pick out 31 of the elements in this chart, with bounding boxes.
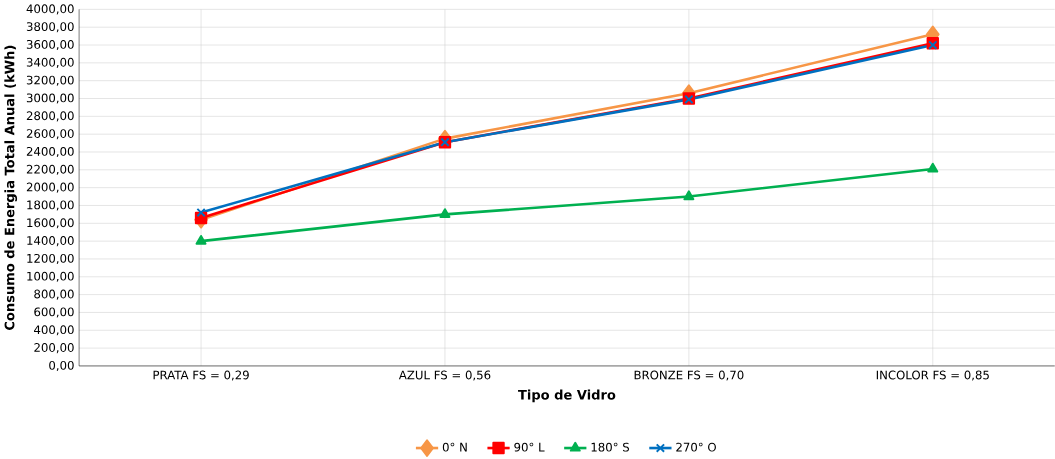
- y-tick-label: 1800,00: [27, 200, 74, 211]
- y-tick-label: 1200,00: [27, 254, 74, 265]
- y-tick-label: 3000,00: [26, 93, 74, 104]
- y-tick-label: 2600,00: [26, 129, 74, 140]
- x-tick-label: AZUL FS = 0,56: [398, 370, 491, 381]
- y-tick-label: 1600,00: [27, 218, 74, 229]
- y-tick-label: 400,00: [34, 325, 74, 336]
- legend-label: 270° O: [676, 442, 716, 452]
- y-tick-label: 2200,00: [26, 164, 74, 176]
- y-axis-title: Consumo de Energia Total Anual (kWh): [4, 46, 18, 331]
- x-tick-label: BRONZE FS = 0,70: [634, 370, 744, 381]
- y-tick-label: 3600,00: [26, 40, 74, 51]
- y-tick-label: 3800,00: [26, 22, 74, 33]
- x-axis-title: Tipo de Vidro: [518, 389, 616, 403]
- legend-label: 90° L: [514, 442, 545, 452]
- legend-label: 0° N: [442, 442, 467, 452]
- y-tick-label: 0,00: [49, 361, 74, 372]
- y-tick-label: 2000,00: [26, 182, 74, 193]
- x-tick-label: PRATA FS = 0,29: [153, 370, 249, 381]
- y-tick-label: 4000,00: [26, 4, 74, 15]
- y-tick-label: 600,00: [34, 307, 74, 318]
- y-tick-label: 200,00: [34, 343, 74, 354]
- x-tick-label: INCOLOR FS = 0,85: [876, 370, 989, 381]
- y-tick-label: 3400,00: [26, 58, 74, 69]
- y-tick-label: 3200,00: [26, 75, 74, 86]
- y-tick-label: 2800,00: [26, 111, 74, 122]
- y-tick-label: 1400,00: [27, 236, 74, 247]
- y-tick-label: 2400,00: [26, 147, 74, 158]
- y-tick-label: 800,00: [34, 289, 74, 300]
- y-tick-label: 1000,00: [27, 271, 74, 283]
- legend-label: 180° S: [591, 442, 630, 452]
